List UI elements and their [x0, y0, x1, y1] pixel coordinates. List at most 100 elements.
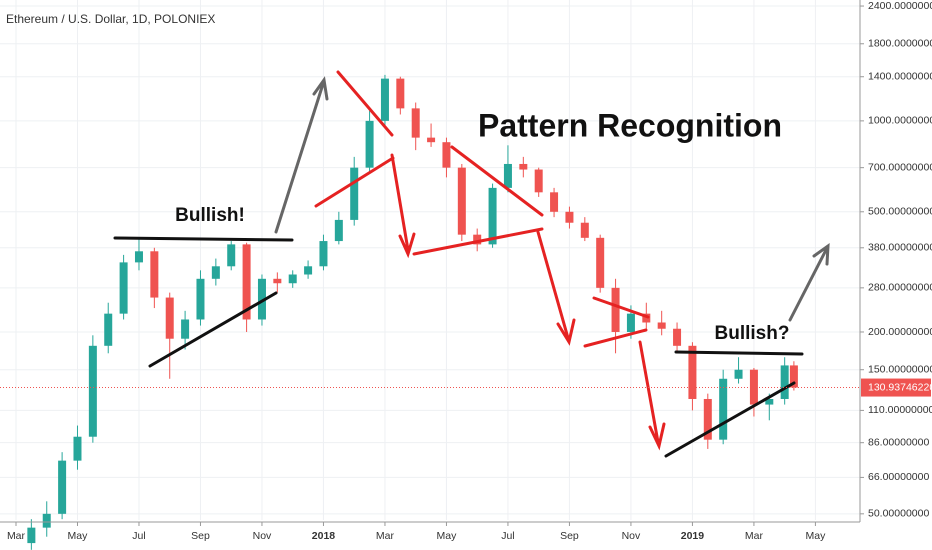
candle-body: [734, 369, 743, 379]
y-tick-label: 50.00000000: [868, 508, 929, 520]
arrow: [788, 242, 830, 322]
y-tick-label: 66.00000000: [868, 471, 929, 483]
candle-body: [73, 436, 82, 461]
annotation: Bullish?: [715, 323, 790, 344]
candle-body: [257, 278, 266, 320]
candle-body: [657, 322, 666, 329]
candle-body: [565, 211, 574, 223]
trend-line: [664, 381, 796, 458]
candle-body: [580, 222, 589, 238]
x-tick-label: May: [437, 530, 458, 542]
candle-body: [473, 234, 482, 245]
grid: [0, 0, 860, 520]
candle-body: [150, 251, 159, 298]
candle-body: [534, 169, 543, 193]
x-tick-label: Jul: [132, 530, 145, 542]
y-tick-label: 380.00000000: [868, 242, 932, 254]
candle-body: [611, 287, 620, 332]
candle-body: [673, 328, 682, 346]
x-tick-label: Sep: [191, 530, 210, 542]
candle-body: [88, 345, 97, 437]
candle-body: [780, 365, 789, 399]
candle-body: [334, 219, 343, 242]
x-tick-label: Nov: [622, 530, 641, 542]
candle-body: [165, 297, 174, 339]
candle-body: [519, 163, 528, 170]
chart-title: Ethereum / U.S. Dollar, 1D, POLONIEX: [6, 12, 215, 26]
y-tick-label: 500.00000000: [868, 206, 932, 218]
candle-body: [227, 244, 236, 267]
candle-body: [442, 142, 451, 168]
trend-line: [113, 236, 294, 242]
candle-body: [719, 378, 728, 440]
trend-line: [148, 291, 278, 368]
candle-body: [789, 365, 798, 388]
candle-body: [58, 460, 67, 514]
x-tick-label: Jul: [501, 530, 514, 542]
candle-body: [304, 266, 313, 275]
drawings: [113, 70, 830, 458]
x-tick-label: Nov: [253, 530, 272, 542]
candle-body: [427, 137, 436, 143]
candle-body: [104, 313, 113, 346]
candles: [27, 74, 798, 550]
candle-body: [27, 527, 36, 544]
y-tick-label: 86.00000000: [868, 436, 929, 448]
candle-body: [319, 241, 328, 267]
candle-body: [119, 262, 128, 314]
candle-body: [181, 319, 190, 339]
trend-line: [592, 296, 650, 319]
candle-body: [42, 513, 51, 528]
annotation: Pattern Recognition: [478, 107, 782, 143]
x-tick-label: Sep: [560, 530, 579, 542]
last-price-box: [861, 378, 931, 397]
last-price-label: 130.93746220: [868, 381, 932, 393]
y-tick-label: 1000.00000000: [868, 115, 932, 127]
trend-line: [336, 70, 394, 137]
y-tick-label: 1400.00000000: [868, 71, 932, 83]
candle-body: [288, 274, 297, 284]
y-tick-label: 280.00000000: [868, 282, 932, 294]
y-tick-label: 700.00000000: [868, 161, 932, 173]
arrow: [536, 230, 576, 346]
candle-body: [596, 237, 605, 288]
trend-line: [583, 328, 648, 348]
candle-body: [411, 108, 420, 138]
x-tick-label: Mar: [7, 530, 26, 542]
candle-body: [211, 266, 220, 279]
candle-body: [134, 251, 143, 263]
candle-body: [273, 278, 282, 284]
y-tick-label: 2400.00000000: [868, 0, 932, 12]
candle-body: [488, 187, 497, 245]
candle-body: [642, 313, 651, 323]
candle-body: [703, 398, 712, 440]
y-tick-label: 1800.00000000: [868, 38, 932, 50]
candle-body: [765, 398, 774, 405]
y-tick-label: 110.00000000: [868, 404, 932, 416]
arrow: [638, 340, 666, 451]
candle-body: [396, 78, 405, 109]
y-tick-label: 150.00000000: [868, 363, 932, 375]
x-tick-label: May: [68, 530, 89, 542]
annotation: Bullish!: [175, 205, 245, 226]
x-tick-label: Mar: [745, 530, 764, 542]
y-tick-label: 200.00000000: [868, 326, 932, 338]
candle-body: [196, 278, 205, 320]
candle-body: [350, 167, 359, 220]
candle-body: [365, 120, 374, 168]
candle-body: [242, 244, 251, 320]
x-tick-label: Mar: [376, 530, 395, 542]
trend-line: [674, 350, 804, 356]
arrow: [274, 76, 329, 234]
trend-line: [450, 145, 544, 217]
x-tick-label: May: [805, 530, 826, 542]
x-tick-label: 2018: [312, 530, 336, 542]
arrow: [390, 153, 416, 259]
candle-body: [380, 78, 389, 121]
candle-body: [688, 345, 697, 399]
trend-line: [314, 156, 395, 208]
candle-body: [550, 192, 559, 212]
trend-line: [412, 227, 544, 256]
